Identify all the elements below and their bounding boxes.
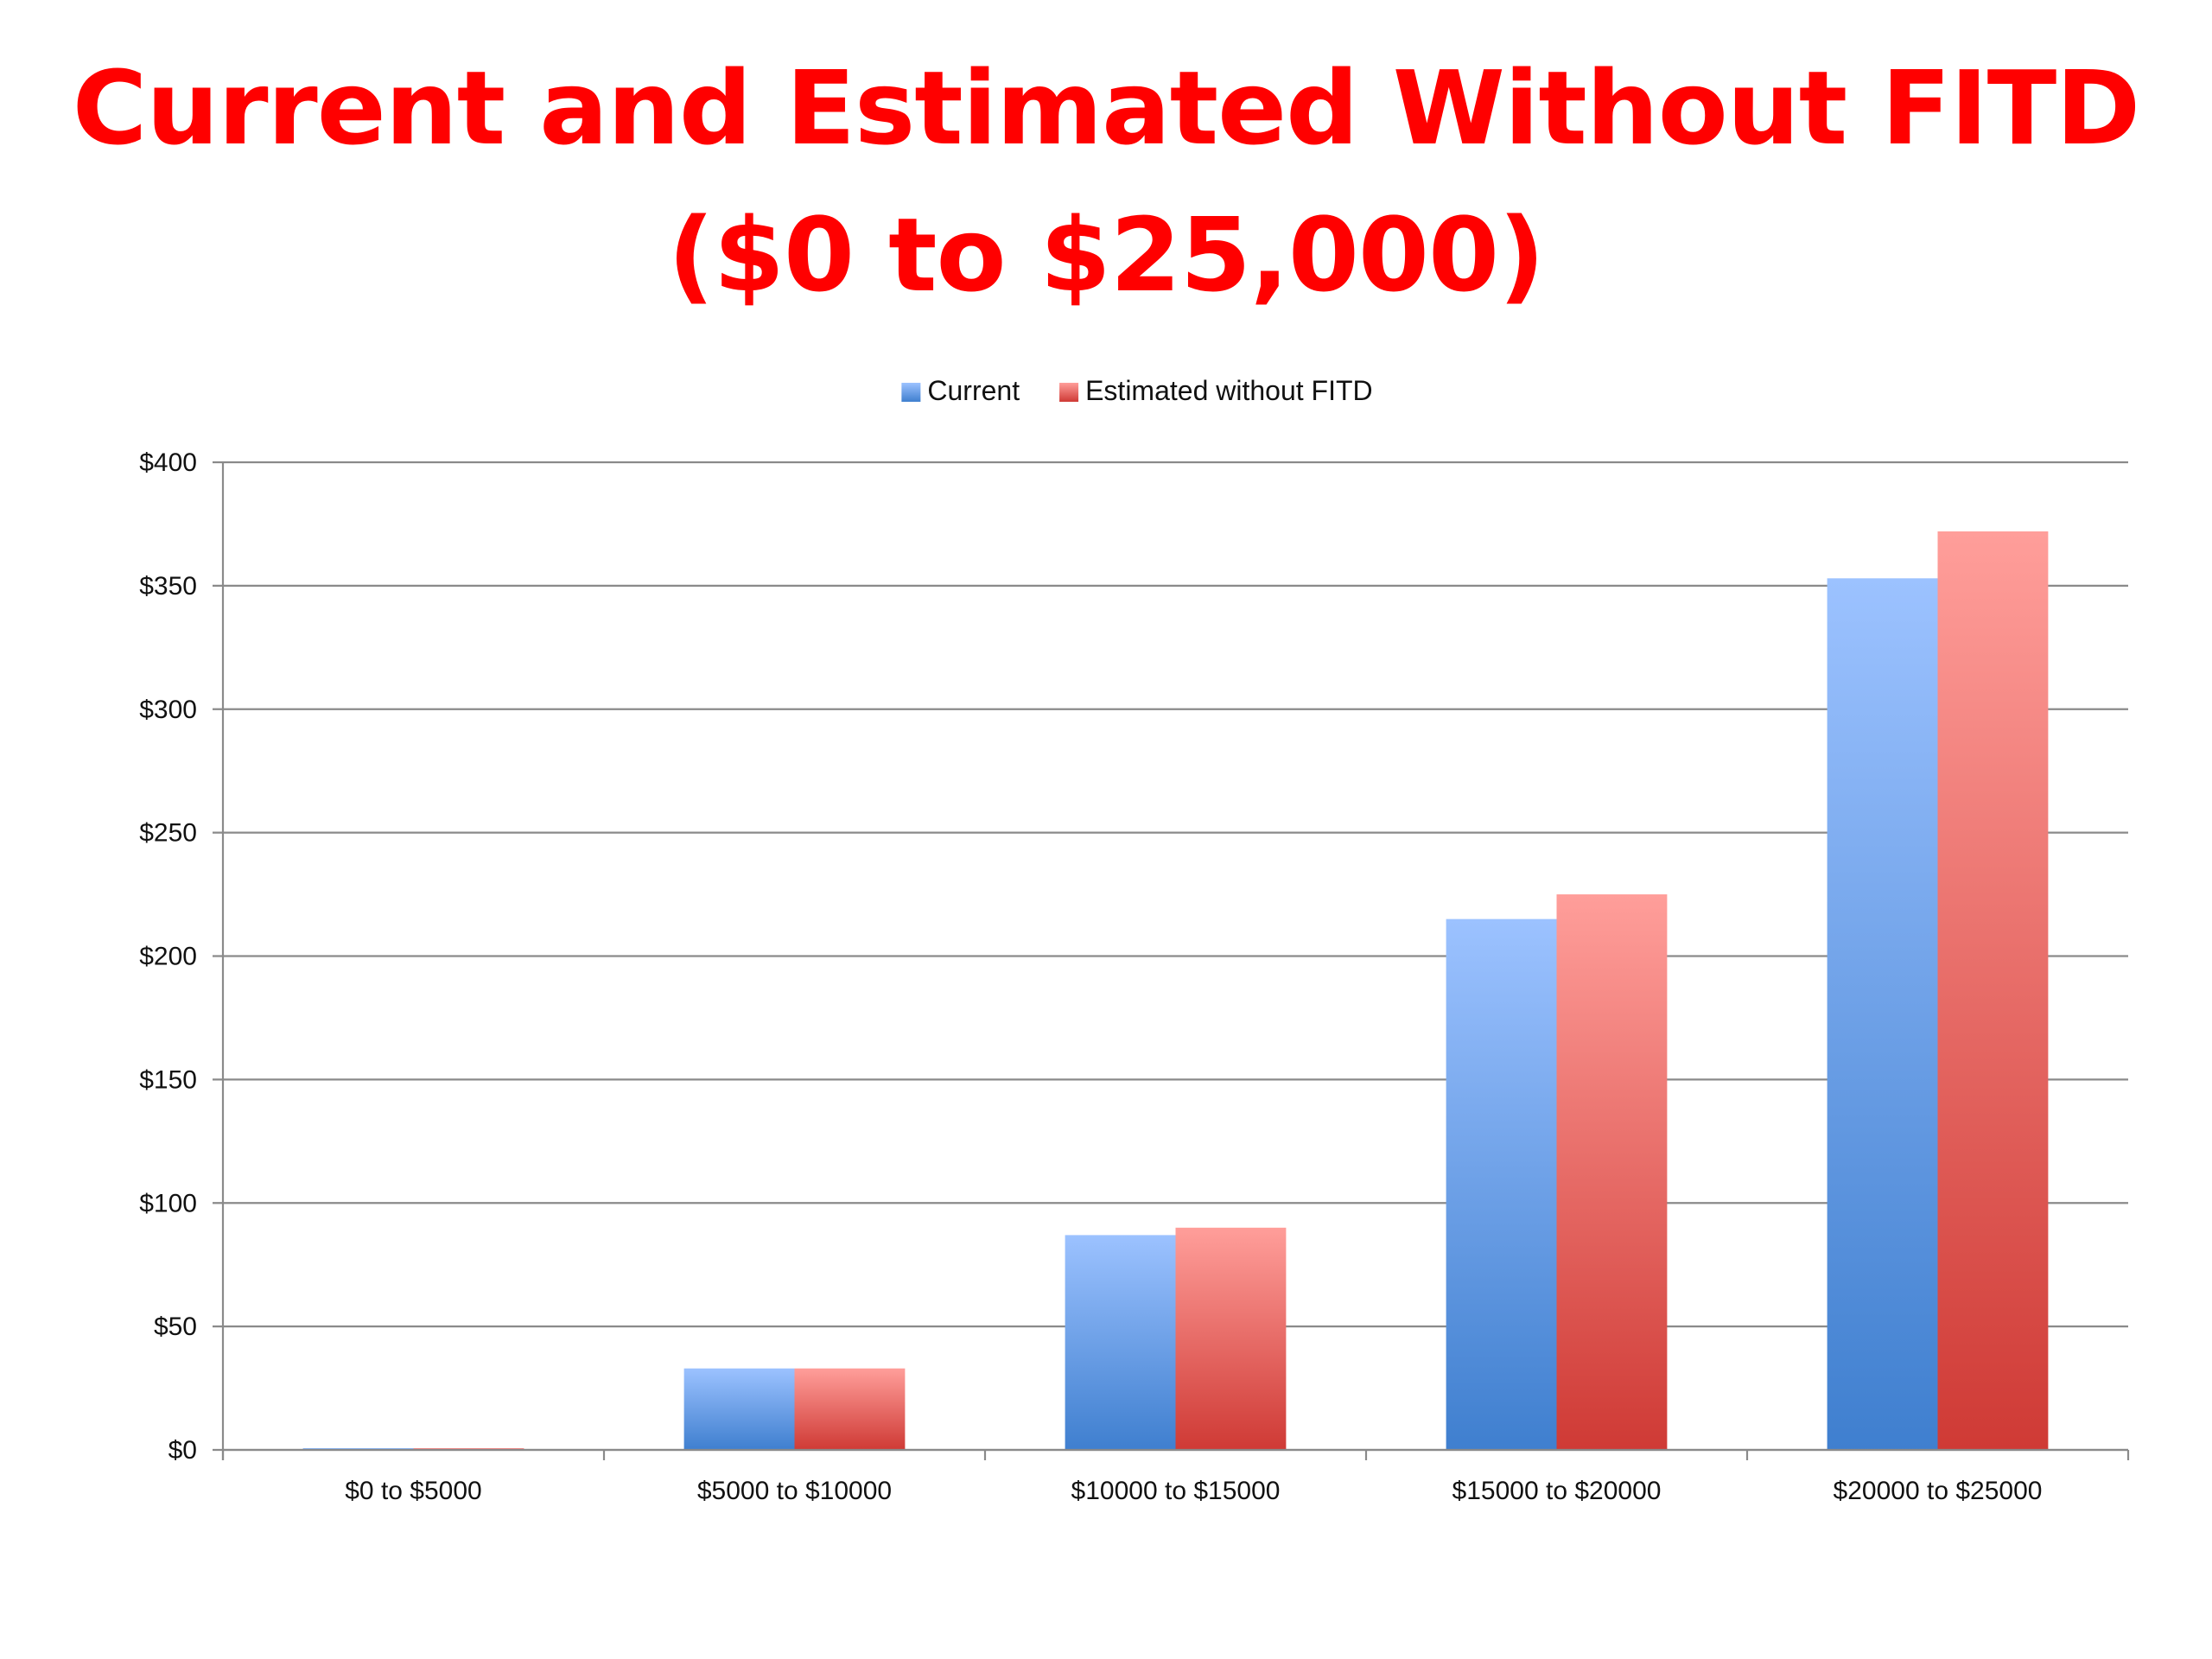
y-tick-label: $150 xyxy=(139,1065,197,1094)
legend-swatch-estimated xyxy=(1059,383,1079,402)
axes: $0 $50 $100 $150 $200 $250 $300 $350 $400 $0 to $… xyxy=(139,448,2130,1505)
bar-current xyxy=(1065,1235,1176,1450)
x-tick-label: $15000 to $20000 xyxy=(1452,1477,1662,1505)
bar-current xyxy=(1827,578,1938,1450)
grid-lines xyxy=(213,461,2128,1452)
legend-swatch-current xyxy=(901,383,921,402)
bars xyxy=(302,531,2049,1450)
y-tick-label: $50 xyxy=(154,1313,197,1341)
x-tick-label: $10000 to $15000 xyxy=(1071,1477,1281,1505)
slide-title: Current and Estimated Without FITD ($0 t… xyxy=(0,35,2212,328)
x-tick-label: $0 to $5000 xyxy=(345,1477,481,1505)
y-tick-label: $300 xyxy=(139,696,197,724)
y-tick-label: $0 xyxy=(168,1436,197,1465)
y-tick-label: $200 xyxy=(139,943,197,971)
title-line-1: Current and Estimated Without FITD xyxy=(72,48,2141,168)
bar-estimated xyxy=(1937,531,2049,1450)
legend-label-estimated: Estimated without FITD xyxy=(1085,375,1373,406)
bar-estimated xyxy=(1175,1227,1287,1450)
title-line-2: ($0 to $25,000) xyxy=(667,195,1545,315)
y-tick-label: $400 xyxy=(139,448,197,477)
y-tick-label: $100 xyxy=(139,1189,197,1217)
y-tick-label: $250 xyxy=(139,819,197,848)
bar-estimated xyxy=(1556,894,1668,1450)
y-tick-label: $350 xyxy=(139,572,197,601)
bar-current xyxy=(1446,918,1557,1450)
x-tick-label: $20000 to $25000 xyxy=(1834,1477,2043,1505)
bar-current xyxy=(683,1368,795,1450)
legend: Current Estimated without FITD xyxy=(901,375,1373,406)
bar-estimated xyxy=(794,1368,906,1450)
legend-label-current: Current xyxy=(927,375,1020,406)
x-tick-label: $5000 to $10000 xyxy=(697,1477,892,1505)
